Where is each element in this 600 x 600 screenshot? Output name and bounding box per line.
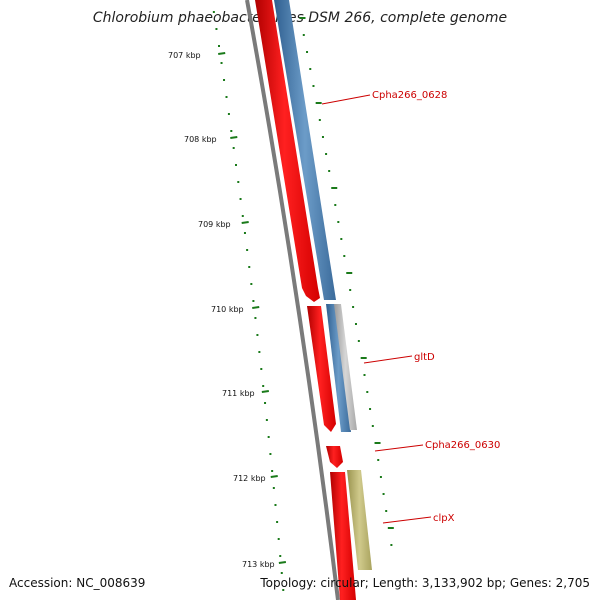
gene-feature-clpx — [347, 470, 372, 570]
cds-feature-arrow — [255, 0, 320, 302]
tick-label-710: 710 kbp — [211, 305, 244, 314]
leader-line — [382, 516, 432, 524]
gene-label-cpha266-0630: Cpha266_0630 — [425, 440, 500, 451]
gene-feature-grey — [334, 304, 357, 430]
major-tick — [261, 390, 269, 393]
cds-feature-arrow — [307, 306, 336, 432]
tick-label-707: 707 kbp — [168, 51, 201, 60]
cds-feature-arrow — [326, 446, 343, 468]
gene-label-group: Cpha266_0628 gltD Cpha266_0630 clpX — [321, 90, 500, 524]
major-tick — [218, 52, 226, 55]
tick-label-709: 709 kbp — [198, 220, 231, 229]
major-tick — [230, 136, 238, 139]
topology-info: Topology: circular; Length: 3,133,902 bp… — [260, 576, 590, 590]
leader-line — [363, 355, 413, 364]
cds-feature-arrow — [330, 472, 356, 600]
tick-label-708: 708 kbp — [184, 135, 217, 144]
accession-info: Accession: NC_008639 — [9, 576, 146, 590]
major-tick — [278, 561, 287, 564]
gene-label-clpx: clpX — [433, 513, 455, 524]
leader-line — [321, 94, 371, 105]
tick-label-711: 711 kbp — [222, 389, 255, 398]
scale-tick-labels: 707 kbp 708 kbp 709 kbp 710 kbp 711 kbp … — [168, 51, 275, 569]
major-tick — [270, 475, 278, 478]
gene-feature-gltd — [326, 304, 351, 432]
gene-label-gltd: gltD — [414, 352, 435, 363]
backbone-ring — [245, 0, 340, 600]
scale-ticks — [212, 11, 394, 591]
major-tick — [241, 221, 249, 224]
tick-label-712: 712 kbp — [233, 474, 266, 483]
gene-feature-cpha266-0628 — [274, 0, 336, 300]
tick-label-713: 713 kbp — [242, 560, 275, 569]
leader-line — [374, 444, 424, 452]
gene-label-cpha266-0628: Cpha266_0628 — [372, 90, 447, 101]
major-tick — [252, 306, 260, 309]
